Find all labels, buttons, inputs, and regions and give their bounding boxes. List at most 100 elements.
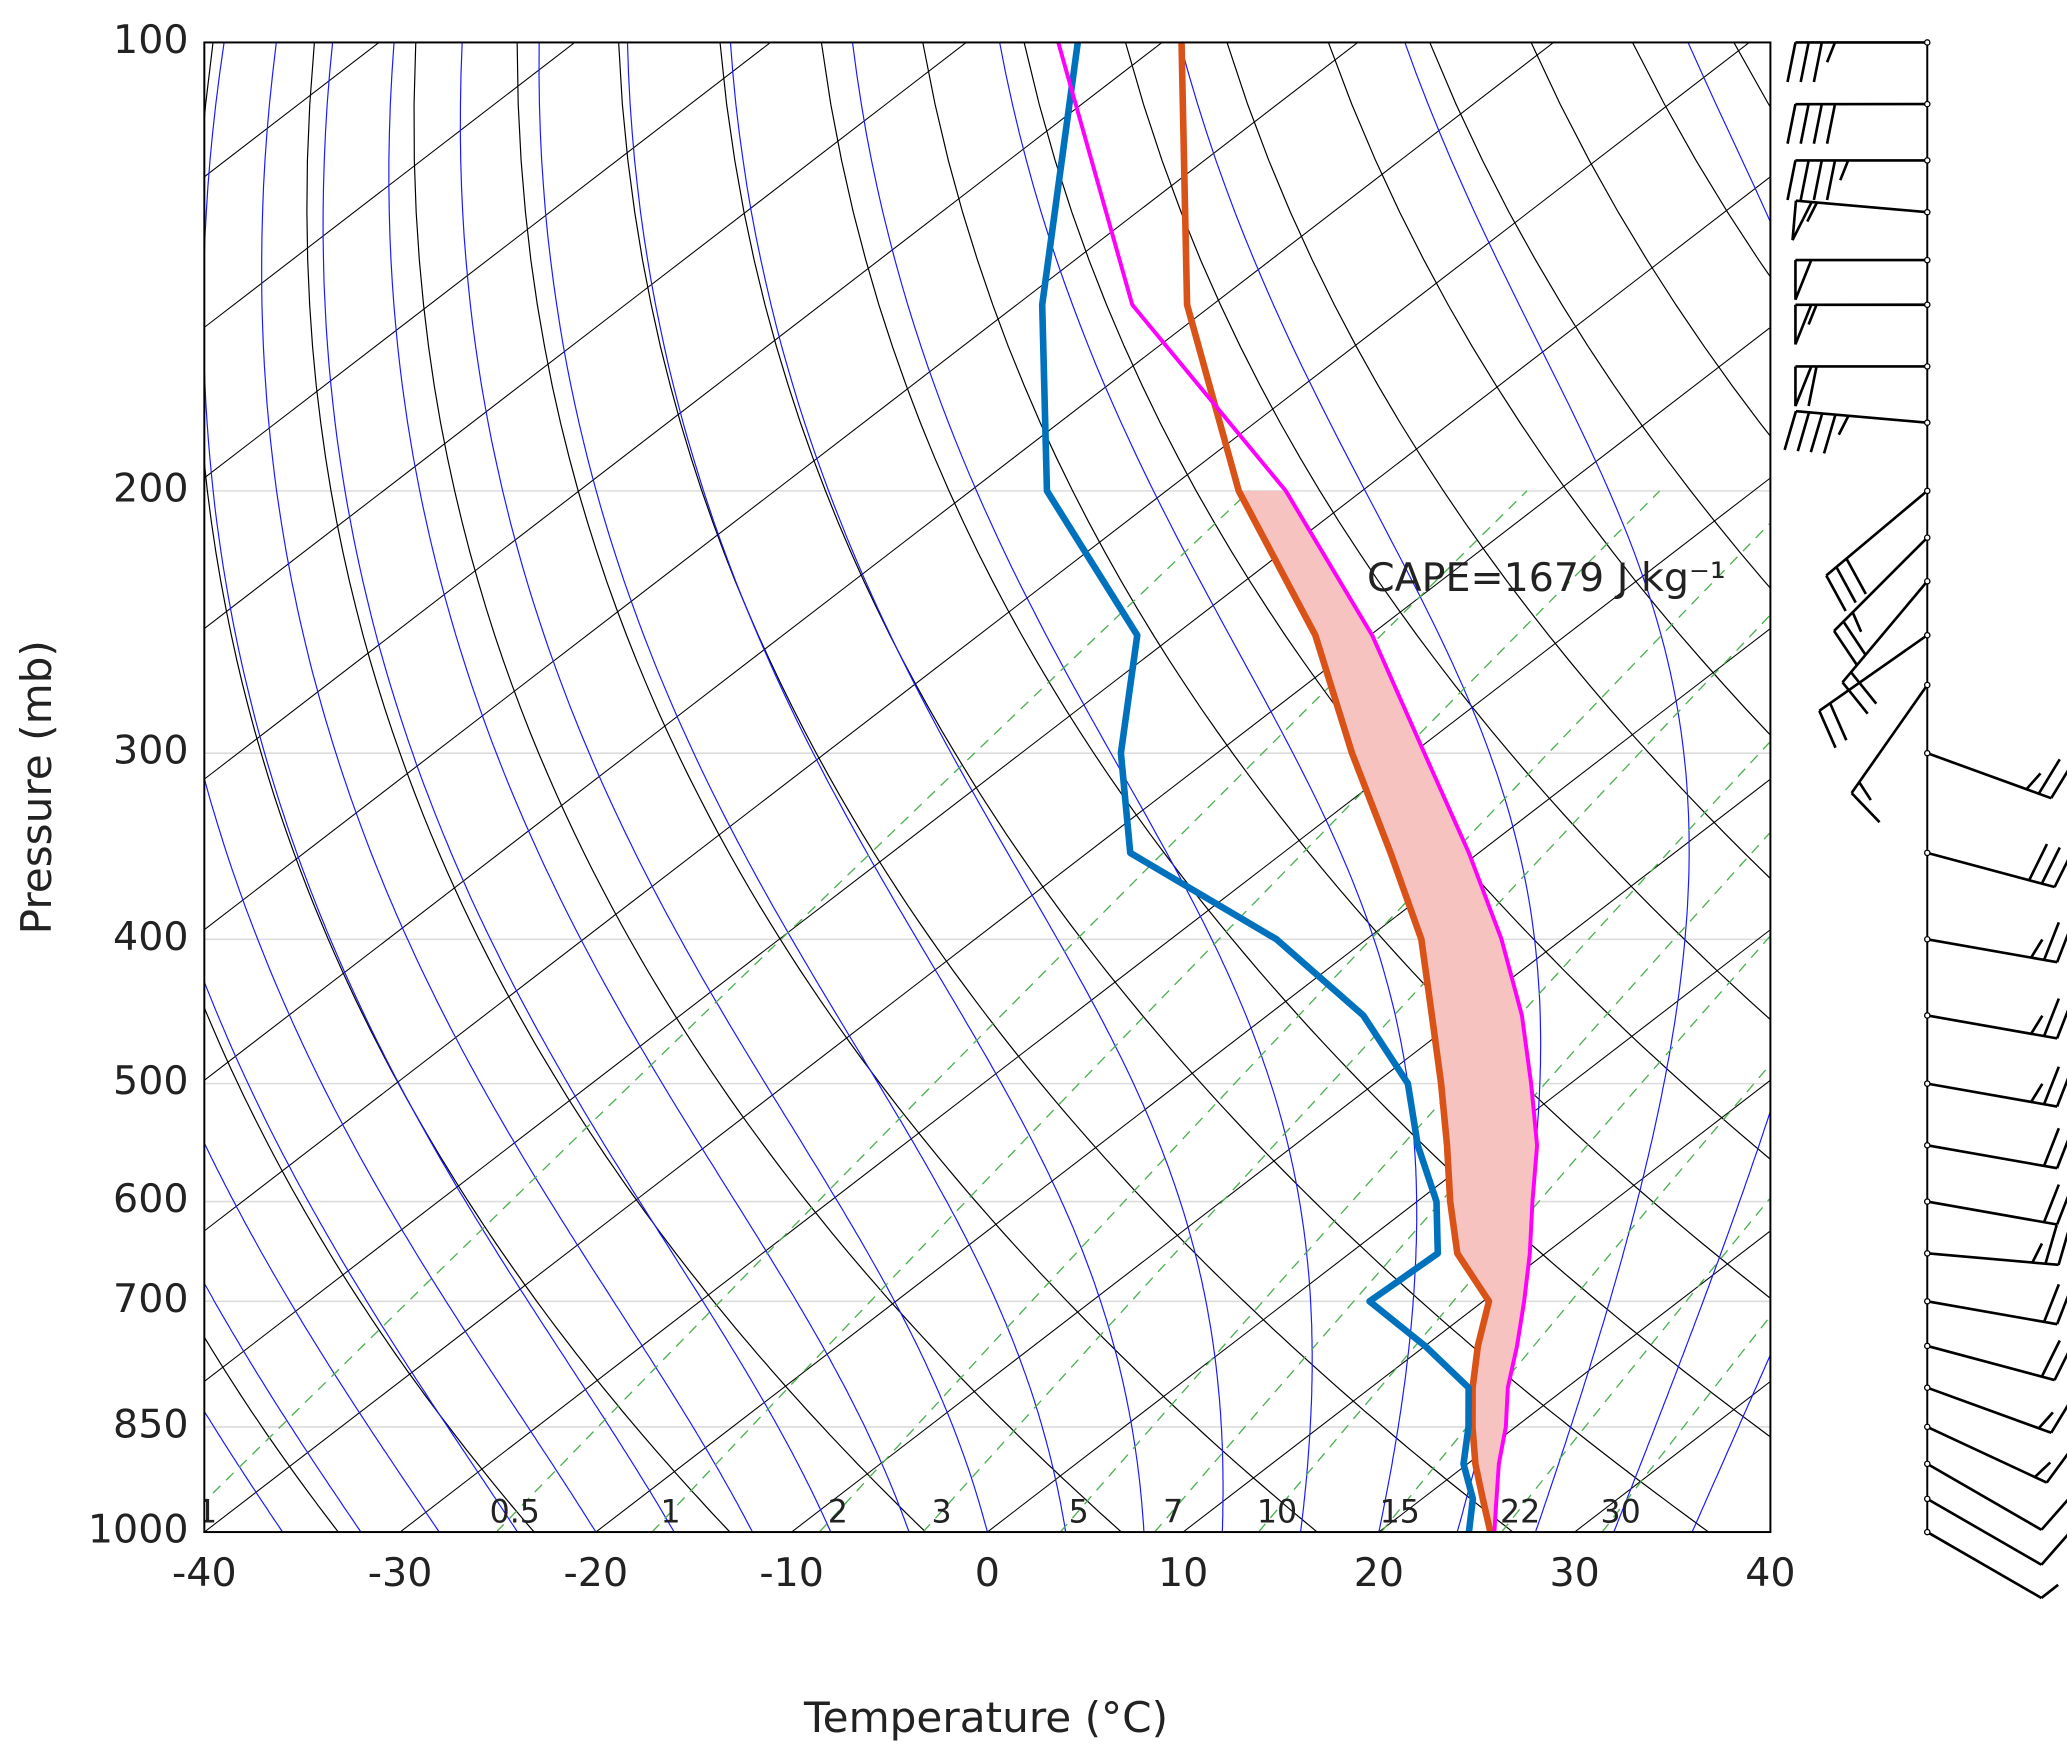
- isotherm: [204, 42, 1359, 931]
- wind-barb: [1783, 409, 1928, 454]
- y-tick-label: 100: [113, 17, 188, 63]
- wind-barb: [1926, 1497, 2067, 1566]
- profile-line: [1178, 42, 1494, 1533]
- y-tick-label: 300: [113, 728, 188, 774]
- moist-adiabat: [538, 42, 1067, 1533]
- mixing-ratio-label: 10: [1257, 1495, 1297, 1531]
- barb-station: [1923, 849, 1931, 857]
- barb-station: [1923, 363, 1931, 370]
- mixing-ratio-line: [1380, 1063, 1771, 1533]
- wind-barb: [1926, 751, 2067, 800]
- dry-adiabat: [1023, 42, 1771, 1161]
- moist-adiabat: [1404, 42, 1690, 1533]
- isotherm: [204, 42, 1163, 780]
- mixing-ratio-label: 0.1: [167, 1495, 217, 1531]
- x-tick-label: 20: [1354, 1550, 1404, 1596]
- wind-barb: [1786, 102, 1928, 144]
- isotherm: [204, 326, 1771, 1533]
- barb-station: [1923, 1250, 1931, 1257]
- moist-adiabat: [729, 42, 1224, 1533]
- moist-adiabat: [1691, 1353, 1771, 1533]
- isotherm: [595, 627, 1771, 1533]
- y-tick-label: 500: [113, 1058, 188, 1104]
- cape-area: [1238, 490, 1538, 1533]
- dry-adiabat: [1124, 42, 1771, 1021]
- wind-barb: [1927, 1283, 2067, 1326]
- plot-area: 0.1 0.5 1 2 3 5 7 10 15 22 30: [167, 42, 1771, 1533]
- barb-station: [1923, 157, 1931, 164]
- mixing-ratio-line: [651, 490, 1661, 1533]
- mixing-ratio-label: 15: [1380, 1495, 1420, 1531]
- wind-barb: [1926, 1386, 2067, 1435]
- dry-adiabat: [204, 1336, 339, 1533]
- mixing-ratio-label: 30: [1600, 1495, 1640, 1531]
- isotherm: [1378, 1230, 1771, 1533]
- barb-station: [1923, 419, 1931, 426]
- isotherm: [204, 42, 1554, 1081]
- wind-barb: [1926, 1462, 2067, 1531]
- plot-frame: [203, 41, 1772, 1534]
- moist-adiabat: [204, 1410, 284, 1533]
- barb-station: [1923, 208, 1931, 216]
- wind-barb: [1818, 634, 1929, 749]
- barb-station: [1923, 681, 1931, 689]
- wind-barb: [1927, 1066, 2067, 1108]
- wind-barb: [1794, 258, 1928, 301]
- x-tick-label: -10: [759, 1550, 824, 1596]
- barb-station: [1923, 935, 1931, 943]
- moist-adiabat: [261, 42, 753, 1533]
- wind-barb: [1850, 684, 1929, 824]
- moist-adiabat: [204, 980, 519, 1533]
- moist-adiabat: [204, 1282, 362, 1533]
- isotherm: [204, 42, 1750, 1232]
- x-tick-label: 40: [1745, 1550, 1795, 1596]
- wind-barb: [1832, 536, 1929, 666]
- barb-station: [1923, 301, 1931, 309]
- moist-adiabat: [204, 42, 675, 1533]
- mixing-ratio-line: [1501, 1196, 1771, 1533]
- barb-station: [1923, 100, 1931, 108]
- dry-adiabat: [516, 42, 1318, 1533]
- barb-station: [1923, 1423, 1931, 1431]
- wind-barb: [1786, 41, 1928, 83]
- wind-barb: [1841, 580, 1929, 715]
- dry-adiabat: [204, 42, 731, 1533]
- barb-station: [1923, 1460, 1931, 1468]
- dry-adiabat: [820, 42, 1771, 1438]
- isotherm: [204, 42, 967, 630]
- moist-adiabat: [1613, 42, 1771, 1533]
- moist-adiabat: [626, 42, 1145, 1533]
- barb-station: [1923, 1342, 1931, 1350]
- x-tick-label: 30: [1549, 1550, 1599, 1596]
- moist-adiabat: [322, 42, 832, 1533]
- wind-barb: [1927, 1127, 2067, 1170]
- barb-station: [1923, 256, 1931, 264]
- mixing-ratio-line: [204, 490, 1250, 1503]
- wind-barb: [1926, 1530, 2059, 1600]
- dry-adiabat: [1226, 42, 1771, 880]
- moist-adiabat: [459, 42, 988, 1533]
- isotherm: [204, 176, 1771, 1383]
- x-tick-label: -30: [368, 1550, 433, 1596]
- mixing-ratio-label: 1: [660, 1495, 680, 1531]
- profile-line: [1038, 42, 1477, 1533]
- wind-barb: [1786, 159, 1928, 201]
- dry-adiabat: [922, 42, 1771, 1299]
- mixing-ratio-line: [818, 521, 1771, 1533]
- moist-adiabat: [999, 42, 1418, 1533]
- y-tick-label: 1000: [88, 1507, 189, 1553]
- mixing-ratio-label: 0.5: [490, 1495, 540, 1531]
- x-tick-label: 0: [975, 1550, 1000, 1596]
- wind-barb: [1927, 998, 2067, 1040]
- barb-station: [1923, 487, 1931, 495]
- mixing-ratio-label: 3: [931, 1495, 951, 1531]
- profile-line: [1056, 42, 1540, 1533]
- barb-station: [1923, 1384, 1931, 1391]
- mixing-ratio-label: 22: [1500, 1495, 1540, 1531]
- dry-adiabat: [1327, 42, 1771, 736]
- dry-adiabat: [204, 1006, 535, 1533]
- wind-barb: [1791, 199, 1928, 241]
- x-axis-label: Temperature (°C): [803, 1693, 1168, 1742]
